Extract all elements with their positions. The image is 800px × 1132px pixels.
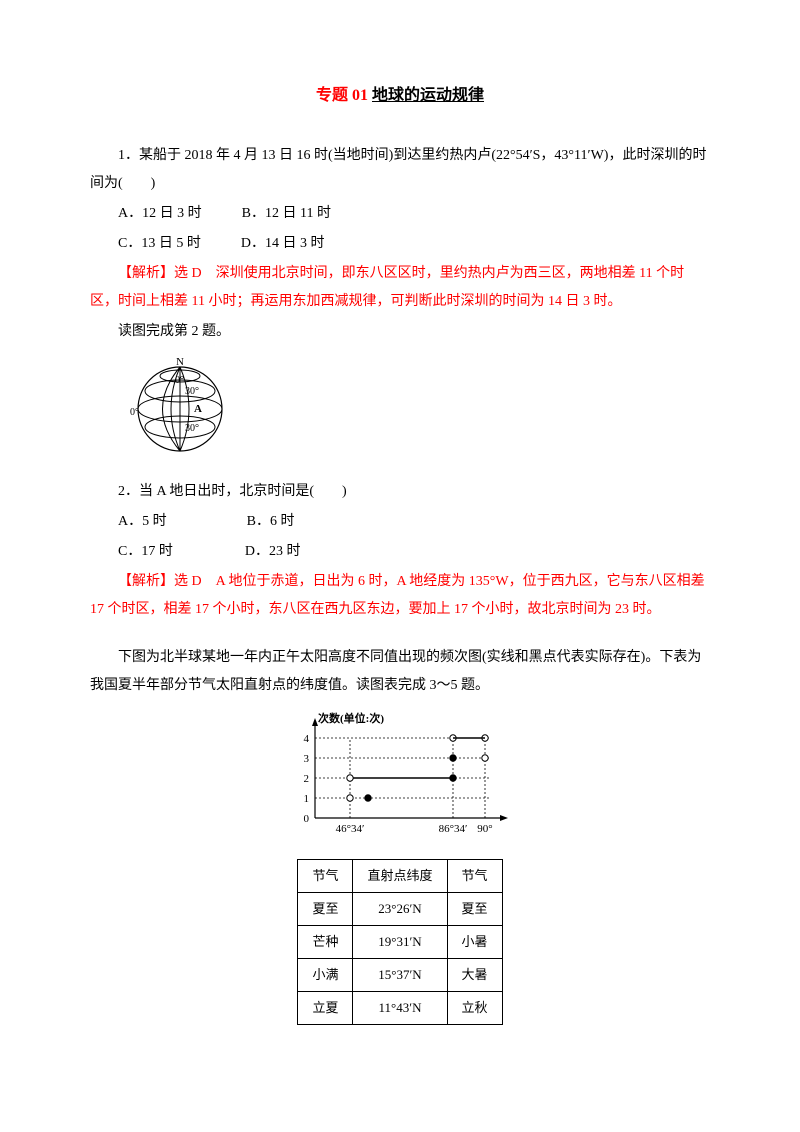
q1-text: 1．某船于 2018 年 4 月 13 日 16 时(当地时间)到达里约热内卢(…	[90, 142, 710, 198]
svg-text:90°: 90°	[477, 823, 492, 835]
table-cell: 23°26′N	[353, 893, 447, 926]
q1-options-ab: A．12 日 3 时 B．12 日 11 时	[90, 200, 710, 228]
table-header: 直射点纬度	[353, 860, 447, 893]
globe-zero-top: 0°	[175, 375, 184, 386]
table-cell: 小满	[298, 959, 353, 992]
q1-analysis: 【解析】选 D 深圳使用北京时间，即东八区区时，里约热内卢为西三区，两地相差 1…	[90, 260, 710, 316]
svg-text:2: 2	[304, 773, 310, 785]
q1-opt-b: B．12 日 11 时	[242, 206, 331, 221]
q1-opt-c: C．13 日 5 时	[118, 236, 201, 251]
table-cell: 小暑	[447, 926, 502, 959]
table-cell: 夏至	[298, 893, 353, 926]
svg-text:86°34′: 86°34′	[439, 823, 468, 835]
q1-opt-a: A．12 日 3 时	[118, 206, 202, 221]
table-cell: 芒种	[298, 926, 353, 959]
title-rest: 地球的运动规律	[372, 87, 484, 104]
table-cell: 11°43′N	[353, 992, 447, 1025]
svg-text:0: 0	[304, 813, 310, 825]
table-cell: 立秋	[447, 992, 502, 1025]
svg-text:46°34′: 46°34′	[336, 823, 365, 835]
svg-text:1: 1	[304, 793, 310, 805]
frequency-chart: 次数(单位:次) 4 3 2 1 0 46°34′ 86°34′ 90°	[90, 708, 710, 849]
svg-text:3: 3	[304, 753, 310, 765]
table-cell: 19°31′N	[353, 926, 447, 959]
table-cell: 大暑	[447, 959, 502, 992]
solar-terms-table: 节气 直射点纬度 节气 夏至 23°26′N 夏至 芒种 19°31′N 小暑 …	[90, 859, 710, 1025]
globe-30a: 30°	[185, 386, 199, 397]
q1-opt-d: D．14 日 3 时	[241, 236, 325, 251]
title-num: 01	[352, 87, 368, 104]
q2-opt-b: B．6 时	[247, 514, 295, 529]
q2-options-cd: C．17 时 D．23 时	[90, 538, 710, 566]
page-title: 专题 01 地球的运动规律	[90, 80, 710, 112]
table-cell: 15°37′N	[353, 959, 447, 992]
q2-options-ab: A．5 时 B．6 时	[90, 508, 710, 536]
globe-a: A	[194, 403, 202, 415]
q2-text: 2．当 A 地日出时，北京时间是( )	[90, 478, 710, 506]
q1-options-cd: C．13 日 5 时 D．14 日 3 时	[90, 230, 710, 258]
globe-30b: 30°	[185, 423, 199, 434]
q3-intro: 下图为北半球某地一年内正午太阳高度不同值出现的频次图(实线和黑点代表实际存在)。…	[90, 644, 710, 700]
svg-text:4: 4	[304, 733, 310, 745]
q2-analysis: 【解析】选 D A 地位于赤道，日出为 6 时，A 地经度为 135°W，位于西…	[90, 568, 710, 624]
q2-opt-a: A．5 时	[118, 514, 167, 529]
title-prefix: 专题	[316, 87, 348, 104]
q2-opt-d: D．23 时	[245, 544, 301, 559]
table-cell: 夏至	[447, 893, 502, 926]
table-header: 节气	[447, 860, 502, 893]
globe-diagram: N 0° 30° 0° A 30°	[130, 354, 710, 470]
globe-n: N	[176, 356, 184, 368]
q2-intro: 读图完成第 2 题。	[90, 318, 710, 346]
globe-zero-left: 0°	[130, 407, 139, 418]
svg-text:次数(单位:次): 次数(单位:次)	[318, 711, 384, 725]
q2-opt-c: C．17 时	[118, 544, 173, 559]
table-cell: 立夏	[298, 992, 353, 1025]
table-header: 节气	[298, 860, 353, 893]
